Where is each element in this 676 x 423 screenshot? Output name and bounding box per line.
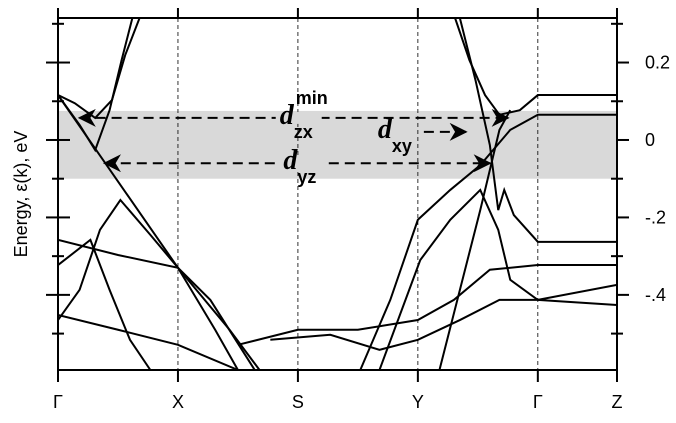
- band-curve: [58, 198, 261, 370]
- band-curve: [58, 18, 141, 120]
- annotation-superscript: min: [296, 88, 328, 108]
- band-curve: [237, 264, 617, 346]
- x-tick-label: X: [172, 392, 184, 412]
- band-curve: [58, 238, 152, 370]
- annotation-subscript: zx: [294, 122, 313, 142]
- band-curve: [58, 238, 256, 370]
- band-curve: [58, 94, 239, 370]
- y-tick-label: 0.2: [645, 53, 670, 73]
- band-curve: [359, 113, 617, 370]
- y-axis-label: Energy, ε(k), eV: [11, 131, 31, 258]
- x-tick-label: Γ: [53, 392, 63, 412]
- band-curve: [458, 18, 617, 243]
- x-tick-label: Y: [412, 392, 424, 412]
- x-tick-label: S: [292, 392, 304, 412]
- annotation-symbol: d: [378, 114, 393, 145]
- annotation-symbol: d: [280, 100, 295, 131]
- y-tick-label: 0: [645, 130, 655, 150]
- label-bg: [275, 111, 322, 124]
- y-tick-label: -.4: [645, 285, 666, 305]
- annotation-subscript: xy: [392, 136, 412, 156]
- band-curve: [378, 188, 617, 370]
- y-tick-label: -.2: [645, 207, 666, 227]
- plot-frame: [57, 17, 618, 371]
- gap-band: [58, 110, 617, 179]
- label-bg: [279, 157, 326, 170]
- x-tick-label: Z: [612, 392, 623, 412]
- annotation-label: dzx min: [275, 88, 328, 142]
- annotation-subscript: yz: [297, 167, 316, 187]
- band-curve: [270, 283, 617, 351]
- annotation-label: dxy: [378, 114, 412, 156]
- annotation-symbol: d: [283, 145, 298, 176]
- band-curve: [58, 314, 239, 370]
- x-tick-label: Γ: [533, 392, 543, 412]
- annotation-label: dyz: [279, 145, 326, 187]
